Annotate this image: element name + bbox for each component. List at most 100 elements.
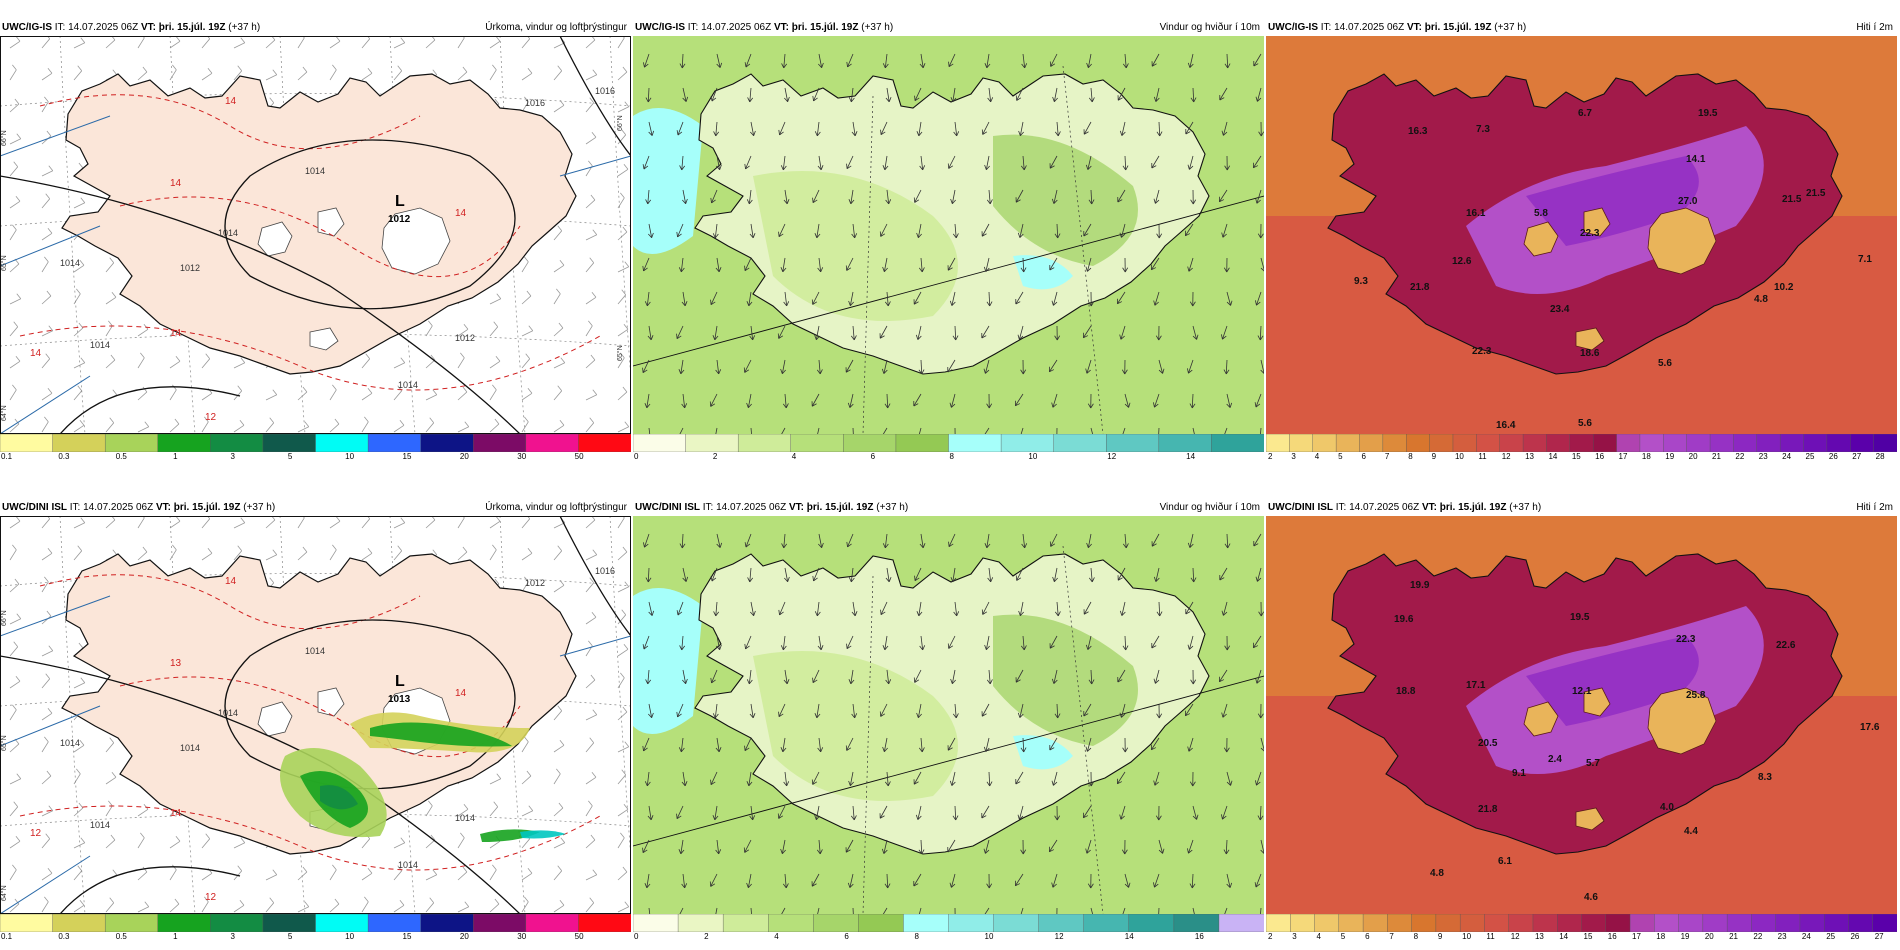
wind-arrow: [1253, 635, 1262, 648]
glacier-cold-area: [1523, 701, 1559, 737]
wind-arrow: [918, 601, 922, 616]
wind-arrow: [883, 737, 888, 752]
isobar: [59, 866, 241, 914]
wind-arrow-head: [1082, 812, 1089, 819]
map-frame: [0, 36, 631, 434]
colorbar-tick-label: 18: [1641, 452, 1651, 461]
wind-barb: [617, 168, 629, 177]
wind-arrow-head: [1218, 196, 1225, 203]
wind-barb-tick: [591, 292, 597, 298]
wind-barb: [457, 37, 465, 49]
wind-barb-tick: [79, 420, 85, 426]
colorbar: [633, 914, 1264, 932]
colorbar-swatch: [1338, 914, 1364, 932]
panel-header: UWC/DINI ISL IT: 14.07.2025 06Z VT: þri.…: [1266, 500, 1897, 516]
wind-arrow: [812, 669, 820, 683]
wind-barb-tick: [525, 353, 531, 360]
glacier-cold-area: [1575, 807, 1605, 831]
wind-barb-tick: [624, 741, 630, 747]
wind-arrow-head: [814, 233, 821, 239]
wind-arrow: [749, 567, 752, 582]
wind-barb: [585, 136, 597, 145]
wind-barb-tick: [494, 898, 500, 905]
colorbar: [0, 914, 631, 932]
wind-barb: [425, 805, 433, 817]
wind-barb-tick: [367, 388, 373, 394]
wind-arrow: [710, 291, 718, 305]
wind-barb: [457, 71, 468, 81]
colorbar-swatch: [813, 914, 860, 932]
wind-arrow: [1158, 121, 1161, 137]
wind-arrow: [784, 771, 788, 786]
wind-barb-tick: [527, 68, 533, 74]
colorbar-swatch: [903, 914, 950, 932]
wind-barb: [41, 38, 51, 49]
wind-barb-tick: [464, 901, 470, 907]
colorbar-swatch: [677, 914, 724, 932]
wind-arrow-head: [681, 403, 688, 409]
wind-arrow: [1086, 737, 1092, 752]
colorbar-swatch: [1532, 914, 1558, 932]
wind-barb-tick: [78, 322, 84, 329]
wind-barb-tick: [462, 546, 468, 553]
wind-arrow-head: [948, 61, 954, 68]
wind-barb: [361, 518, 371, 529]
wind-arrow: [886, 873, 889, 889]
wind-arrow-head: [1049, 163, 1055, 169]
wind-arrow-head: [747, 577, 754, 583]
wind-arrow-head: [913, 299, 919, 305]
glacier-cold-area: [1523, 221, 1559, 257]
wind-arrow-head: [816, 849, 823, 855]
wind-arrow: [1226, 771, 1232, 786]
wind-arrow-head: [1187, 848, 1193, 854]
wind-barb: [393, 424, 405, 433]
colorbar-swatch: [1314, 914, 1340, 932]
wind-barb-tick: [624, 581, 630, 587]
temperature-value: 4.4: [1684, 826, 1698, 837]
wind-arrow: [1052, 291, 1058, 306]
wind-arrow: [1053, 87, 1058, 102]
wind-arrow-head: [1253, 541, 1259, 547]
temperature-value: 8.3: [1758, 772, 1772, 783]
colorbar-swatch: [1387, 914, 1413, 932]
wind-barb-tick: [272, 869, 278, 875]
wind-barb: [9, 549, 17, 561]
wind-barb: [41, 810, 53, 817]
wind-barb-tick: [621, 609, 627, 616]
wind-arrow-head: [715, 747, 722, 753]
wind-barb: [73, 522, 85, 529]
wind-barb-tick: [624, 901, 630, 907]
colorbar-tick-label: 30: [517, 452, 527, 461]
wind-arrow: [747, 393, 752, 408]
wind-arrow-head: [916, 712, 922, 719]
wind-arrow: [847, 53, 854, 68]
temperature-contour-label: 14: [30, 348, 42, 359]
wind-barb: [489, 869, 497, 881]
colorbar-tick-label: 12: [1054, 932, 1064, 941]
wind-barb-tick: [205, 353, 211, 360]
it-label: IT:: [54, 22, 66, 33]
isobar-label: 1014: [455, 813, 475, 823]
wind-barb: [73, 202, 85, 209]
wind-barb-tick: [588, 640, 593, 647]
colorbar-swatch: [0, 914, 54, 932]
wind-arrow-head: [885, 97, 892, 103]
panel-header: UWC/DINI ISL IT: 14.07.2025 06Z VT: þri.…: [633, 500, 1264, 516]
wind-barb: [585, 874, 597, 881]
temperature-value: 5.6: [1658, 358, 1672, 369]
temperature-value: 19.5: [1570, 612, 1590, 623]
wind-arrow-head: [983, 368, 990, 374]
wind-barb-tick: [110, 834, 116, 841]
wind-barb: [9, 69, 17, 81]
wind-barb: [41, 392, 53, 401]
colorbar-swatch: [685, 434, 739, 452]
wind-arrow-head: [709, 881, 716, 887]
colorbar-ticks: 0 2 4 6 8 10 12 14 16: [633, 932, 1264, 941]
wind-arrow: [811, 873, 820, 887]
wind-barb-tick: [144, 901, 150, 907]
wind-arrow: [1256, 567, 1262, 582]
wind-arrow: [716, 359, 720, 374]
wind-barb: [553, 807, 564, 817]
wind-barb: [73, 682, 85, 689]
wind-arrow: [1256, 771, 1262, 786]
